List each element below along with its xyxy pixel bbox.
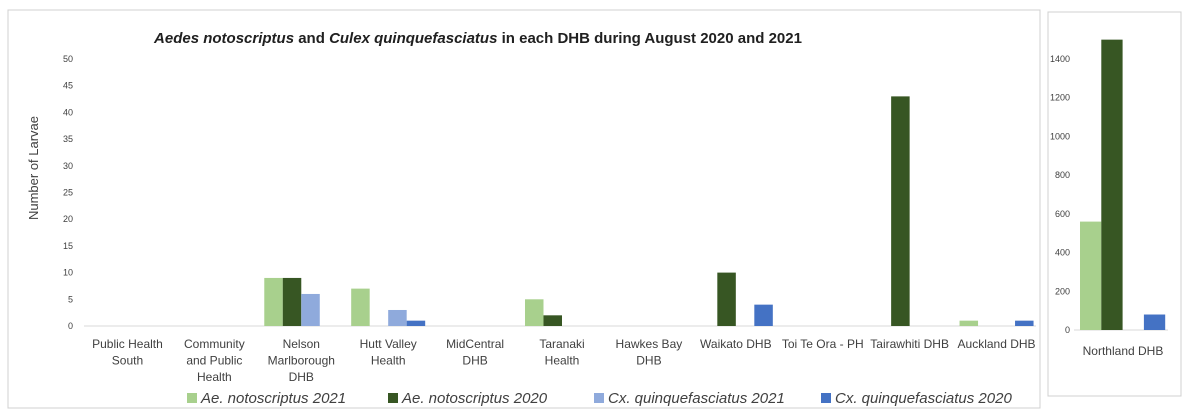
y-tick-label: 30 bbox=[63, 161, 73, 171]
y-tick-label: 600 bbox=[1055, 209, 1070, 219]
x-tick-label: Toi Te Ora - PH bbox=[782, 337, 864, 351]
y-tick-label: 20 bbox=[63, 214, 73, 224]
legend-swatch bbox=[594, 393, 604, 403]
y-tick-label: 200 bbox=[1055, 286, 1070, 296]
y-axis-label: Number of Larvae bbox=[26, 116, 41, 220]
x-tick-label: Public Health bbox=[92, 337, 163, 351]
x-tick-label: Health bbox=[371, 354, 406, 368]
y-tick-label: 1200 bbox=[1050, 93, 1070, 103]
y-tick-label: 800 bbox=[1055, 170, 1070, 180]
chart-title: Aedes notoscriptus and Culex quinquefasc… bbox=[153, 30, 802, 47]
y-tick-label: 0 bbox=[68, 321, 73, 331]
legend-swatch bbox=[821, 393, 831, 403]
legend-label: Cx. quinquefasciatus 2021 bbox=[608, 390, 785, 407]
x-tick-label: MidCentral bbox=[446, 337, 504, 351]
y-tick-label: 10 bbox=[63, 268, 73, 278]
x-tick-label: Health bbox=[197, 370, 232, 384]
legend-swatch bbox=[388, 393, 398, 403]
x-tick-label: Taranaki bbox=[539, 337, 584, 351]
bar bbox=[282, 277, 302, 326]
x-tick-label: Community bbox=[184, 337, 245, 351]
x-tick-label: Hutt Valley bbox=[360, 337, 417, 351]
x-tick-label: Marlborough bbox=[268, 354, 335, 368]
bar bbox=[1101, 39, 1123, 331]
bar bbox=[406, 320, 426, 326]
x-tick-label: Hawkes Bay bbox=[616, 337, 683, 351]
x-tick-label: Northland DHB bbox=[1083, 344, 1164, 358]
y-tick-label: 50 bbox=[63, 54, 73, 64]
main-plot: 0 5 10 15 20 25 30 35 40 45 50 Public Health South Co… bbox=[63, 54, 1036, 384]
x-tick-label: Tairawhiti DHB bbox=[870, 337, 949, 351]
chart-title-part: Culex quinquefasciatus bbox=[329, 30, 497, 47]
y-tick-label: 0 bbox=[1065, 325, 1070, 335]
bar bbox=[351, 288, 370, 326]
bar bbox=[543, 315, 562, 326]
x-tick-label: Health bbox=[545, 354, 580, 368]
x-tick-label: DHB bbox=[289, 370, 314, 384]
legend-label: Cx. quinquefasciatus 2020 bbox=[835, 390, 1012, 407]
x-tick-label: Nelson bbox=[283, 337, 320, 351]
y-tick-label: 15 bbox=[63, 241, 73, 251]
chart-title-part: Aedes notoscriptus bbox=[153, 30, 294, 47]
main-panel bbox=[7, 9, 1041, 409]
x-tick-label: South bbox=[112, 354, 143, 368]
bar bbox=[525, 299, 544, 326]
legend-label: Ae. notoscriptus 2021 bbox=[200, 390, 346, 407]
legend-label: Ae. notoscriptus 2020 bbox=[401, 390, 548, 407]
bar bbox=[959, 320, 979, 326]
bar bbox=[1080, 221, 1102, 330]
y-tick-label: 400 bbox=[1055, 248, 1070, 258]
bar bbox=[754, 304, 773, 326]
x-tick-label: Waikato DHB bbox=[700, 337, 772, 351]
x-tick-label: Auckland DHB bbox=[958, 337, 1036, 351]
y-tick-label: 45 bbox=[63, 81, 73, 91]
x-tick-label: DHB bbox=[462, 354, 487, 368]
y-tick-label: 1000 bbox=[1050, 131, 1070, 141]
y-tick-label: 35 bbox=[63, 134, 73, 144]
y-tick-label: 40 bbox=[63, 107, 73, 117]
northland-plot: 0 200 400 600 800 1000 1200 1400 Northland DHB bbox=[1050, 39, 1168, 358]
bar bbox=[1015, 320, 1034, 326]
bar bbox=[717, 272, 736, 326]
x-tick-label: DHB bbox=[636, 354, 661, 368]
y-tick-label: 25 bbox=[63, 188, 73, 198]
legend-swatch bbox=[187, 393, 197, 403]
y-tick-label: 5 bbox=[68, 294, 73, 304]
bar bbox=[301, 293, 320, 326]
bar bbox=[388, 309, 407, 326]
bar bbox=[891, 96, 910, 326]
y-tick-label: 1400 bbox=[1050, 54, 1070, 64]
x-tick-label: and Public bbox=[186, 354, 242, 368]
legend: Ae. notoscriptus 2021 Ae. notoscriptus 20… bbox=[187, 390, 1012, 407]
bar bbox=[264, 277, 283, 326]
chart-title-part: and bbox=[294, 30, 329, 47]
chart-title-part: in each DHB during August 2020 and 2021 bbox=[497, 30, 802, 47]
bar bbox=[1143, 314, 1166, 330]
